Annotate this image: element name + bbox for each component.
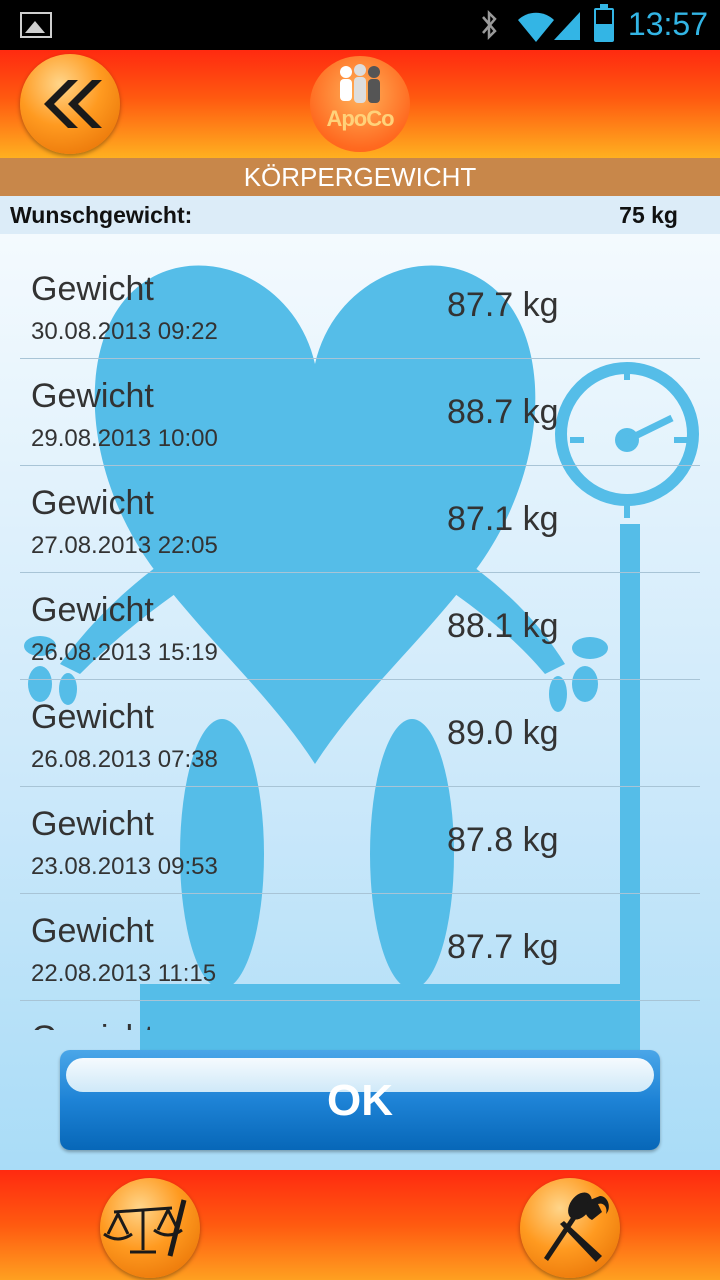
- double-chevron-left-icon: [44, 80, 102, 128]
- entry-name: Gewicht: [31, 912, 154, 950]
- ok-button-label: OK: [327, 1076, 393, 1125]
- main-content: Gewicht 30.08.2013 09:22 87.7 kg Gewicht…: [0, 234, 720, 1170]
- entry-date: 27.08.2013 22:05: [31, 532, 218, 559]
- entry-name: Gewicht: [31, 698, 154, 736]
- entry-date: 26.08.2013 15:19: [31, 639, 218, 666]
- wrench-tools-icon: [544, 1192, 609, 1262]
- entry-weight: 87.7 kg: [447, 286, 559, 324]
- app-header: ApoCo: [0, 50, 720, 158]
- app-footer: [0, 1170, 720, 1280]
- entry-name: Gewicht: [31, 805, 154, 843]
- entry-date: 29.08.2013 10:00: [31, 425, 218, 452]
- entry-date: 22.08.2013 11:15: [31, 960, 217, 987]
- list-item[interactable]: Gewicht 26.08.2013 15:19 88.1 kg: [20, 573, 700, 680]
- page-title: KÖRPERGEWICHT: [0, 158, 720, 196]
- entry-name: Gewicht: [31, 484, 154, 522]
- settings-tools-button[interactable]: [520, 1178, 620, 1278]
- list-item[interactable]: Gewicht 30.08.2013 09:22 87.7 kg: [20, 252, 700, 359]
- list-item[interactable]: Gewicht 27.08.2013 22:05 87.1 kg: [20, 466, 700, 573]
- list-item[interactable]: Gewicht 29.08.2013 10:00 88.7 kg: [20, 359, 700, 466]
- entry-name: Gewicht: [31, 591, 154, 629]
- weight-list[interactable]: Gewicht 30.08.2013 09:22 87.7 kg Gewicht…: [20, 252, 700, 1030]
- entry-name: Gewicht: [31, 1019, 154, 1030]
- image-notification-icon: [20, 12, 52, 38]
- status-clock: 13:57: [627, 6, 708, 42]
- app-logo: ApoCo: [310, 56, 410, 152]
- status-bar: 13:57: [0, 0, 720, 50]
- logo-text: ApoCo: [326, 106, 394, 131]
- balance-scale-icon: [103, 1199, 187, 1257]
- target-weight-bar: Wunschgewicht: 75 kg: [0, 196, 720, 234]
- ok-button[interactable]: OK: [60, 1050, 660, 1150]
- entry-weight: 88.1 kg: [447, 607, 559, 645]
- balance-scale-button[interactable]: [100, 1178, 200, 1278]
- target-weight-value: 75 kg: [619, 202, 678, 228]
- target-weight-label: Wunschgewicht:: [10, 202, 193, 228]
- entry-weight: 89.0 kg: [447, 714, 559, 752]
- bluetooth-icon: [482, 9, 497, 41]
- list-item[interactable]: Gewicht 26.08.2013 07:38 89.0 kg: [20, 680, 700, 787]
- entry-weight: 87.1 kg: [447, 500, 559, 538]
- list-item[interactable]: Gewicht: [20, 1001, 700, 1030]
- entry-weight: 88.7 kg: [447, 393, 559, 431]
- entry-name: Gewicht: [31, 270, 154, 308]
- entry-date: 23.08.2013 09:53: [31, 853, 218, 880]
- battery-icon: [594, 4, 614, 42]
- entry-weight: 87.7 kg: [447, 928, 559, 966]
- entry-name: Gewicht: [31, 377, 154, 415]
- back-button[interactable]: [20, 54, 120, 154]
- list-item[interactable]: Gewicht 23.08.2013 09:53 87.8 kg: [20, 787, 700, 894]
- button-gloss: [66, 1058, 654, 1092]
- entry-date: 26.08.2013 07:38: [31, 746, 218, 773]
- entry-weight: 87.8 kg: [447, 821, 559, 859]
- signal-icon: [554, 12, 580, 40]
- entry-date: 30.08.2013 09:22: [31, 318, 218, 345]
- people-logo-icon: [340, 64, 380, 103]
- list-item[interactable]: Gewicht 22.08.2013 11:15 87.7 kg: [20, 894, 700, 1001]
- wifi-icon: [518, 12, 554, 42]
